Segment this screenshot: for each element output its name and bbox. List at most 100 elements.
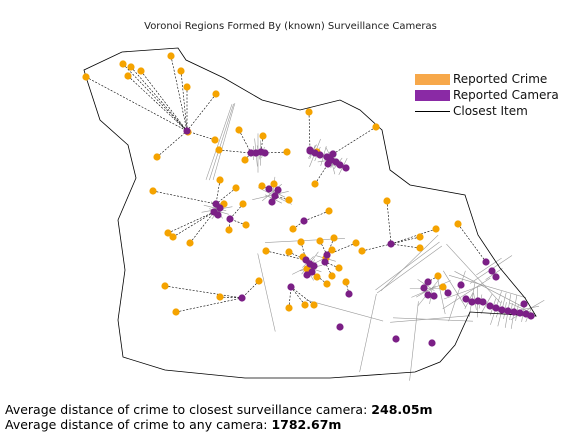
crime-point	[183, 83, 191, 91]
closest-item-line	[260, 135, 264, 153]
crime-point	[310, 301, 318, 309]
camera-point	[527, 312, 535, 320]
crime-point	[216, 293, 224, 301]
closest-item-line	[457, 223, 487, 263]
camera-point	[183, 127, 191, 135]
avg-any-value: 1782.67m	[271, 417, 342, 432]
crime-point	[335, 264, 343, 272]
closest-item-line	[308, 111, 311, 151]
crime-point	[225, 226, 233, 234]
crime-point	[311, 180, 319, 188]
crime-point	[434, 272, 442, 280]
crime-point	[258, 182, 266, 190]
camera-point	[274, 186, 282, 194]
voronoi-edge	[436, 274, 446, 315]
closest-item-line	[127, 75, 188, 132]
camera-point	[300, 217, 308, 225]
crime-point	[172, 308, 180, 316]
city-boundary	[83, 47, 537, 379]
avg-any-text: Average distance of crime to any camera:…	[5, 417, 341, 432]
camera-point	[462, 295, 470, 303]
crime-point	[352, 239, 360, 247]
closest-item-line	[319, 240, 328, 256]
avg-closest-label: Average distance of crime to closest sur…	[5, 402, 368, 417]
camera-point	[444, 289, 452, 297]
camera-point	[482, 258, 490, 266]
crime-point	[242, 221, 250, 229]
crime-point	[119, 60, 127, 68]
legend-item-closest: Closest Item	[415, 104, 565, 119]
camera-point	[336, 323, 344, 331]
camera-point	[492, 304, 500, 312]
legend-line-closest	[415, 111, 450, 112]
voronoi-edge	[449, 275, 526, 298]
crime-point	[232, 184, 240, 192]
voronoi-edge	[446, 243, 501, 304]
crime-point	[186, 239, 194, 247]
avg-closest-value: 248.05m	[371, 402, 433, 417]
crime-point	[316, 237, 324, 245]
voronoi-edge	[485, 268, 503, 280]
voronoi-edge	[252, 191, 289, 200]
legend-label-crime: Reported Crime	[453, 72, 548, 86]
closest-item-line	[264, 151, 288, 154]
closest-item-line	[167, 211, 215, 234]
legend-label-camera: Reported Camera	[453, 88, 559, 102]
boundary-outline	[83, 47, 537, 379]
camera-point	[324, 160, 332, 168]
closest-item-line	[324, 261, 340, 269]
camera-point	[516, 309, 524, 317]
closest-item-line	[186, 130, 216, 141]
camera-point	[420, 284, 428, 292]
crime-point	[325, 207, 333, 215]
camera-point	[479, 298, 487, 306]
crime-point	[216, 176, 224, 184]
crime-point	[259, 132, 267, 140]
legend-item-crime: Reported Crime	[415, 72, 565, 87]
closest-item-line	[290, 286, 315, 306]
crime-point	[283, 148, 291, 156]
closest-item-line	[152, 190, 217, 205]
legend-swatch-crime	[415, 74, 450, 85]
crime-point	[383, 197, 391, 205]
camera-point	[457, 281, 465, 289]
closest-item-line	[238, 129, 252, 154]
legend-label-closest: Closest Item	[453, 104, 528, 118]
camera-point	[268, 198, 276, 206]
crime-point	[439, 283, 447, 291]
camera-point	[486, 302, 494, 310]
voronoi-edge	[212, 102, 236, 181]
voronoi-edge	[380, 234, 439, 292]
crime-point	[416, 233, 424, 241]
camera-point	[265, 185, 273, 193]
voronoi-edge	[476, 257, 502, 276]
closest-item-line	[314, 163, 329, 185]
closest-item-line	[164, 285, 243, 299]
closest-item-line	[324, 261, 333, 277]
closest-item-line	[361, 243, 392, 252]
closest-item-line	[219, 296, 243, 299]
crime-points	[82, 52, 462, 316]
camera-point	[468, 298, 476, 306]
closest-item-line	[186, 93, 217, 132]
voronoi-edge	[209, 103, 234, 181]
legend-swatch-camera	[415, 90, 450, 101]
closest-item-line	[390, 243, 421, 249]
closest-item-line	[175, 297, 243, 313]
crime-point	[289, 225, 297, 233]
voronoi-edge	[305, 299, 384, 322]
voronoi-edge	[443, 270, 466, 308]
voronoi-edge	[375, 241, 440, 291]
avg-any-label: Average distance of crime to any camera:	[5, 417, 268, 432]
crime-point	[330, 234, 338, 242]
camera-point	[387, 240, 395, 248]
camera-point	[323, 251, 331, 259]
crime-point	[124, 72, 132, 80]
crime-point	[127, 63, 135, 71]
closest-item-line	[290, 286, 306, 306]
closest-item-line	[170, 55, 188, 132]
crime-point	[167, 52, 175, 60]
closest-item-line	[390, 228, 437, 245]
crime-point	[342, 278, 350, 286]
